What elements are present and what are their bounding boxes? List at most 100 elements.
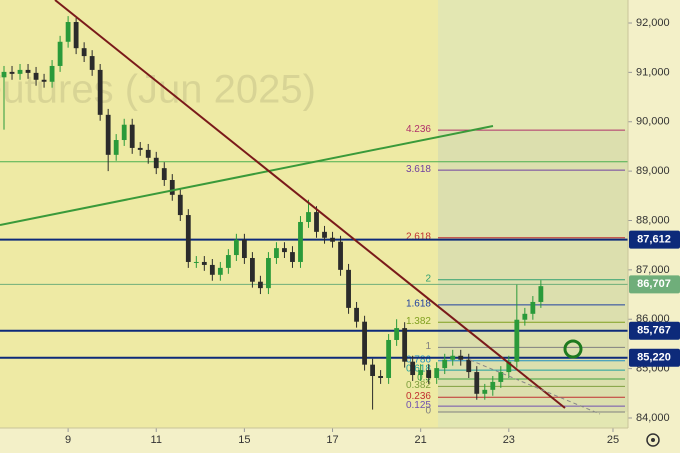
candle-body — [282, 248, 287, 253]
candle-body — [314, 212, 319, 232]
fib-label: 0.236 — [406, 391, 431, 402]
trend-line — [54, 0, 566, 409]
y-tick-label: 92,000 — [636, 17, 670, 29]
candle-body — [25, 69, 31, 73]
watermark: Futures (Jun 2025) — [0, 68, 316, 112]
candle-body — [538, 286, 544, 302]
candle-body — [298, 221, 303, 262]
candle-body — [418, 370, 424, 376]
candle-body — [434, 368, 440, 378]
candle-body — [41, 79, 47, 82]
candle-body — [482, 389, 488, 394]
candle-body — [113, 140, 119, 155]
candle-body — [330, 237, 335, 242]
candle-body — [177, 194, 183, 216]
candle-body — [338, 241, 343, 270]
candle-body — [490, 381, 496, 390]
fib-label: 1.382 — [406, 316, 431, 327]
candle-body — [217, 267, 223, 275]
y-tick-label: 88,000 — [636, 214, 670, 226]
candle-body — [1, 71, 7, 78]
candle-body — [97, 69, 103, 115]
candle-body — [290, 252, 295, 262]
y-tick-label: 90,000 — [636, 116, 670, 128]
candle-body — [370, 364, 375, 377]
settings-button[interactable] — [646, 433, 660, 447]
candle-body — [65, 22, 71, 42]
candle-body — [402, 328, 408, 362]
candle-body — [185, 215, 191, 262]
fib-label: 2 — [425, 273, 431, 284]
trend-line-projection — [469, 359, 601, 415]
candle-body — [498, 372, 504, 382]
candle-body — [522, 313, 528, 320]
candle-body — [161, 168, 167, 181]
price-label: 86,707 — [637, 278, 671, 290]
candle-body — [89, 56, 95, 70]
candle-body — [33, 72, 39, 80]
candle-body — [209, 264, 215, 275]
candle-body — [474, 372, 480, 394]
candle-body — [233, 239, 239, 256]
candle-body — [442, 359, 448, 369]
fib-label: 1.618 — [406, 299, 431, 310]
candle-body — [193, 261, 199, 263]
candle-body — [137, 147, 143, 150]
candle-body — [105, 114, 111, 155]
candle-body — [410, 361, 416, 376]
price-label: 87,612 — [637, 234, 671, 246]
fib-label: 2.618 — [406, 231, 431, 242]
candle-body — [458, 355, 464, 360]
x-tick-label: 23 — [503, 434, 515, 446]
candle-body — [225, 255, 231, 268]
fib-label: 0 — [425, 406, 431, 417]
candle-body — [530, 301, 536, 314]
y-tick-label: 87,000 — [636, 264, 670, 276]
fib-label: 1 — [425, 341, 431, 352]
x-tick-label: 9 — [65, 434, 71, 446]
candle-body — [17, 69, 23, 74]
y-tick-label: 89,000 — [636, 165, 670, 177]
candle-body — [250, 258, 255, 282]
candle-body — [274, 248, 279, 259]
candle-body — [258, 281, 263, 289]
trend-line — [0, 125, 494, 226]
marker-circle — [563, 339, 583, 359]
x-tick-label: 11 — [151, 434, 162, 446]
candle-body — [49, 65, 55, 82]
candle-body — [121, 124, 127, 141]
fib-label: 3.618 — [406, 164, 431, 175]
candle-body — [386, 339, 392, 378]
x-tick-label: 15 — [238, 434, 250, 446]
candle-body — [266, 258, 271, 289]
fib-label: 0.618 — [406, 364, 431, 375]
candle-body — [81, 48, 87, 57]
price-label-box — [629, 348, 680, 367]
x-tick-label: 17 — [326, 434, 338, 446]
y-tick-label: 84,000 — [636, 412, 670, 424]
price-label-box — [629, 275, 680, 294]
candle-body — [153, 157, 159, 169]
candle-body — [514, 319, 520, 362]
candle-body — [466, 359, 472, 373]
candle-body — [241, 239, 247, 259]
candle-body — [394, 328, 400, 340]
candle-body — [378, 376, 384, 378]
fib-label: 0.382 — [406, 380, 431, 391]
fib-label: 4.236 — [406, 124, 431, 135]
candle-body — [450, 355, 456, 360]
price-label-box — [629, 321, 680, 340]
candle-body — [145, 149, 151, 158]
x-tick-label: 25 — [607, 434, 619, 446]
candle-body — [9, 71, 15, 74]
candle-body — [362, 321, 367, 365]
candle-body — [426, 370, 432, 378]
candle-body — [506, 361, 512, 373]
candle-body — [322, 231, 327, 238]
fib-label: 0.5 — [417, 373, 431, 384]
candle-body — [201, 261, 207, 265]
candle-body — [129, 124, 135, 148]
fib-label: 0.125 — [406, 400, 431, 411]
candle-body — [73, 22, 79, 49]
